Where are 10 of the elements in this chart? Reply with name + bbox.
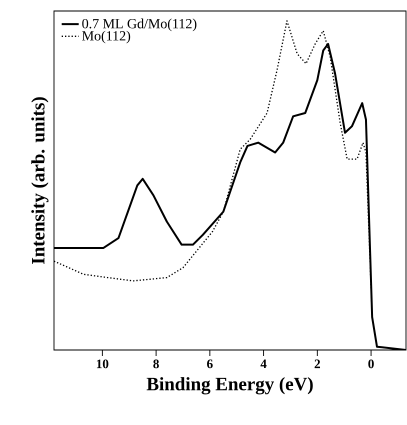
x-tick-label: 6 — [207, 360, 213, 368]
x-axis-title: Binding Energy (eV) — [146, 377, 313, 394]
x-tick-label: 10 — [96, 360, 108, 368]
legend-label: 0.7 ML Gd/Mo(112) — [82, 18, 196, 32]
x-tick-label: 2 — [314, 360, 320, 368]
x-tick-label: 0 — [368, 360, 374, 368]
x-tick-label: 4 — [260, 360, 267, 368]
x-tick-label: 8 — [153, 360, 159, 368]
legend-label: Mo(112) — [82, 30, 130, 44]
y-axis-title: Intensity (arb. units) — [31, 97, 48, 264]
